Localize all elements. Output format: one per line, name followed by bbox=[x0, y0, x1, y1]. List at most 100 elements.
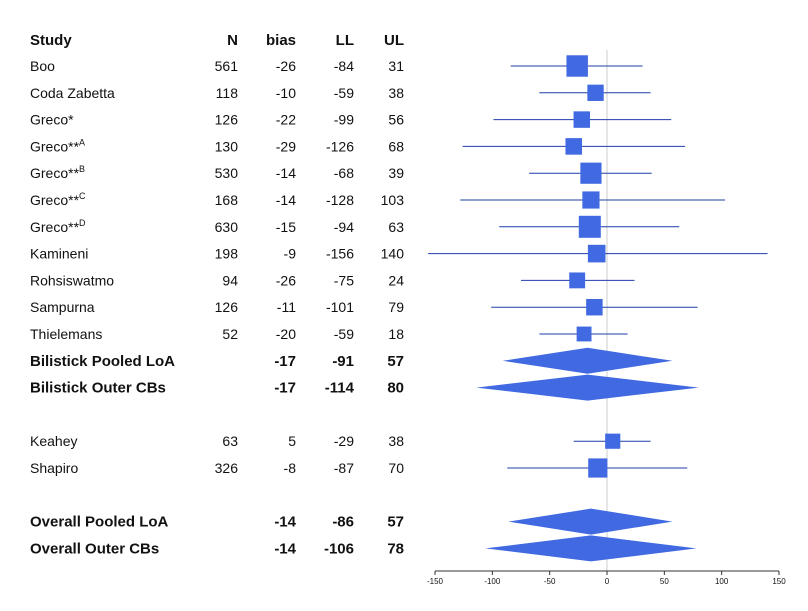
study-marker bbox=[565, 138, 583, 155]
x-tick-label: 100 bbox=[715, 577, 729, 586]
study-label: Overall Pooled LoA bbox=[30, 514, 169, 531]
table-row: Sampurna 126 -11 -101 79 bbox=[30, 299, 404, 315]
cell-ul: 103 bbox=[381, 192, 405, 208]
cell-ll: -114 bbox=[325, 380, 355, 397]
cell-n: 126 bbox=[215, 112, 239, 128]
cell-n: 326 bbox=[215, 460, 239, 476]
table-row: Bilistick Pooled LoA -17 -91 57 bbox=[30, 353, 404, 370]
cell-n: 52 bbox=[222, 326, 238, 342]
cell-n: 530 bbox=[215, 165, 239, 181]
header-bias: bias bbox=[266, 32, 296, 49]
study-label: Boo bbox=[30, 58, 55, 74]
table-row: Kamineni 198 -9 -156 140 bbox=[30, 246, 404, 262]
table-row: Rohsiswatmo 94 -26 -75 24 bbox=[30, 272, 404, 288]
table-row: Coda Zabetta 118 -10 -59 38 bbox=[30, 85, 404, 101]
cell-n: 94 bbox=[222, 272, 238, 288]
table-row: Overall Pooled LoA -14 -86 57 bbox=[30, 514, 404, 531]
table-row: Greco**D 630 -15 -94 63 bbox=[30, 218, 404, 235]
study-marker bbox=[580, 162, 602, 184]
table-row: Overall Outer CBs -14 -106 78 bbox=[30, 540, 404, 557]
study-superscript: A bbox=[79, 137, 85, 147]
study-label: Sampurna bbox=[30, 299, 95, 315]
cell-bias: -14 bbox=[274, 514, 296, 531]
study-marker bbox=[605, 433, 621, 449]
study-label: Greco**B bbox=[30, 164, 85, 181]
cell-bias: -17 bbox=[274, 353, 296, 370]
cell-ll: -87 bbox=[334, 460, 354, 476]
pooled-diamond bbox=[508, 508, 673, 535]
cell-ll: -59 bbox=[334, 85, 354, 101]
cell-ll: -91 bbox=[332, 353, 354, 370]
x-tick-label: 150 bbox=[772, 577, 786, 586]
cell-bias: -22 bbox=[276, 112, 296, 128]
cell-bias: -15 bbox=[276, 219, 296, 235]
cell-ul: 57 bbox=[387, 353, 404, 370]
cell-n: 630 bbox=[215, 219, 239, 235]
cell-ul: 24 bbox=[388, 272, 404, 288]
cell-bias: -17 bbox=[274, 380, 296, 397]
study-label: Rohsiswatmo bbox=[30, 272, 114, 288]
cell-ul: 140 bbox=[381, 246, 405, 262]
pooled-diamond bbox=[485, 535, 697, 562]
cell-n: 126 bbox=[215, 299, 239, 315]
cell-ul: 39 bbox=[388, 165, 404, 181]
study-label: Greco* bbox=[30, 112, 74, 128]
cell-bias: -14 bbox=[276, 192, 296, 208]
cell-n: 198 bbox=[215, 246, 239, 262]
cell-bias: -14 bbox=[274, 540, 296, 557]
cell-bias: -20 bbox=[276, 326, 296, 342]
cell-ul: 68 bbox=[388, 138, 404, 154]
cell-ul: 80 bbox=[387, 380, 404, 397]
cell-ul: 38 bbox=[388, 433, 404, 449]
table-row: Keahey 63 5 -29 38 bbox=[30, 433, 404, 449]
study-label: Bilistick Outer CBs bbox=[30, 380, 166, 397]
table-row: Bilistick Outer CBs -17 -114 80 bbox=[30, 380, 404, 397]
table-row: Greco**B 530 -14 -68 39 bbox=[30, 164, 404, 181]
header-ll: LL bbox=[336, 32, 354, 49]
study-marker bbox=[578, 215, 601, 238]
study-marker bbox=[573, 111, 591, 128]
cell-bias: -14 bbox=[276, 165, 296, 181]
study-superscript: D bbox=[79, 218, 86, 228]
cell-bias: -29 bbox=[276, 138, 296, 154]
table-row: Boo 561 -26 -84 31 bbox=[30, 58, 404, 74]
table-row: Shapiro 326 -8 -87 70 bbox=[30, 460, 404, 476]
cell-ll: -101 bbox=[326, 299, 354, 315]
study-label: Greco**A bbox=[30, 137, 85, 154]
study-marker bbox=[587, 244, 606, 263]
cell-n: 168 bbox=[215, 192, 239, 208]
cell-n: 63 bbox=[222, 433, 238, 449]
cell-ll: -128 bbox=[326, 192, 354, 208]
study-label: Shapiro bbox=[30, 460, 78, 476]
header-study: Study bbox=[30, 32, 72, 49]
x-tick-label: 50 bbox=[660, 577, 669, 586]
cell-ul: 18 bbox=[388, 326, 404, 342]
x-tick-label: -50 bbox=[544, 577, 556, 586]
cell-ul: 70 bbox=[388, 460, 404, 476]
x-tick-label: -100 bbox=[484, 577, 501, 586]
cell-ll: -106 bbox=[324, 540, 354, 557]
study-label: Greco**C bbox=[30, 191, 86, 208]
header-ul: UL bbox=[384, 32, 404, 49]
cell-bias: -8 bbox=[284, 460, 297, 476]
study-label: Keahey bbox=[30, 433, 77, 449]
table-rows: Boo 561 -26 -84 31 Coda Zabetta 118 -10 -59 38 Gre… bbox=[30, 58, 404, 557]
cell-ll: -86 bbox=[332, 514, 354, 531]
study-marker bbox=[586, 298, 603, 316]
cell-ul: 78 bbox=[387, 540, 404, 557]
cell-ll: -59 bbox=[334, 326, 354, 342]
cell-n: 561 bbox=[215, 58, 239, 74]
cell-ll: -68 bbox=[334, 165, 354, 181]
study-label: Coda Zabetta bbox=[30, 85, 115, 101]
study-label: Bilistick Pooled LoA bbox=[30, 353, 175, 370]
cell-ul: 56 bbox=[388, 112, 404, 128]
pooled-diamond bbox=[502, 347, 673, 374]
study-superscript: C bbox=[79, 191, 86, 201]
cell-ul: 57 bbox=[387, 514, 404, 531]
table-row: Greco* 126 -22 -99 56 bbox=[30, 112, 404, 128]
study-marker bbox=[566, 55, 588, 77]
cell-ll: -29 bbox=[334, 433, 354, 449]
header-n: N bbox=[227, 32, 238, 49]
cell-bias: -11 bbox=[277, 299, 296, 315]
